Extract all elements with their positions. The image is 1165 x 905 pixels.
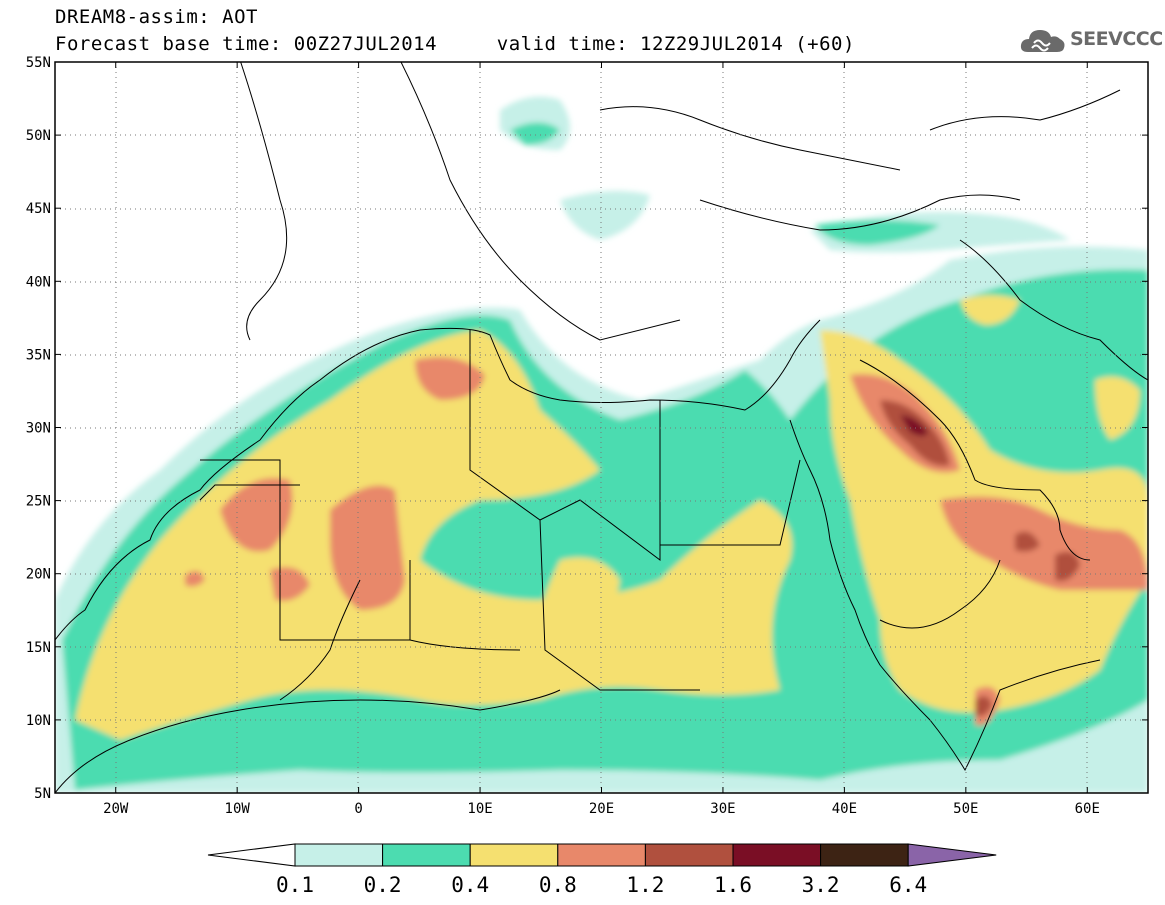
colorbar-threshold-label: 3.2: [802, 873, 840, 897]
lat-lon-grid: [55, 62, 1148, 793]
colorbar-threshold-label: 0.4: [451, 873, 489, 897]
colorbar-segment: [469, 843, 559, 867]
colorbar-threshold-label: 6.4: [889, 873, 927, 897]
colorbar-threshold-label: 0.8: [539, 873, 577, 897]
colorbar-segment: [382, 843, 471, 867]
aot-band-0.4: [75, 330, 792, 740]
lon-label: 0: [354, 801, 362, 817]
valid-time-label: valid time: 12Z29JUL2014 (+60): [496, 33, 855, 55]
logo-text: SEEVCCC: [1070, 28, 1163, 50]
colorbar-segment: [557, 843, 646, 867]
lat-label: 25N: [26, 494, 51, 510]
aot-colorbar: [207, 843, 997, 867]
lat-label: 5N: [34, 786, 51, 802]
colorbar-threshold-label: 1.6: [714, 873, 752, 897]
lon-label: 30E: [710, 801, 735, 817]
colorbar-under-arrow: [207, 843, 296, 867]
colorbar-segment: [732, 843, 822, 867]
colorbar-over-arrow: [907, 843, 997, 867]
lon-label: 20E: [589, 801, 614, 817]
lat-label: 20N: [26, 567, 51, 583]
lat-label: 40N: [26, 274, 51, 290]
lat-label: 55N: [26, 55, 51, 71]
colorbar-segment: [294, 843, 384, 867]
colorbar-threshold-label: 0.2: [364, 873, 402, 897]
lon-label: 10E: [467, 801, 492, 817]
aot-band-0.8: [415, 357, 485, 400]
colorbar-labels: 0.1 0.2 0.4 0.8 1.2 1.6 3.2 6.4: [276, 873, 927, 897]
colorbar-segment: [820, 843, 909, 867]
colorbar-threshold-label: 1.2: [626, 873, 664, 897]
lat-label: 35N: [26, 347, 51, 363]
coastlines-and-borders: [55, 62, 1148, 793]
lat-label: 45N: [26, 201, 51, 217]
forecast-times: Forecast base time: 00Z27JUL2014 valid t…: [55, 33, 855, 55]
lat-labels: 55N 50N 45N 40N 35N 30N 25N 20N 15N 10N 5N: [26, 55, 51, 802]
lon-labels: 20W 10W 0 10E 20E 30E 40E 50E 60E: [103, 801, 1100, 817]
colorbar-threshold-label: 0.1: [276, 873, 314, 897]
aot-band-1.6: [900, 415, 928, 436]
lat-label: 10N: [26, 713, 51, 729]
lat-label: 50N: [26, 128, 51, 144]
base-time-label: Forecast base time: 00Z27JUL2014: [55, 33, 438, 55]
lon-label: 60E: [1075, 801, 1100, 817]
colorbar-segment: [644, 843, 734, 867]
lon-label: 20W: [103, 801, 129, 817]
cloud-icon: [1020, 30, 1065, 52]
lon-label: 40E: [832, 801, 857, 817]
seevccc-logo: SEEVCCC: [1018, 24, 1163, 58]
lon-label: 10W: [225, 801, 251, 817]
map-title: DREAM8-assim: AOT: [55, 6, 258, 28]
lat-label: 30N: [26, 421, 51, 437]
lat-label: 15N: [26, 640, 51, 656]
lon-label: 50E: [953, 801, 978, 817]
axis-ticks: [55, 61, 1148, 794]
